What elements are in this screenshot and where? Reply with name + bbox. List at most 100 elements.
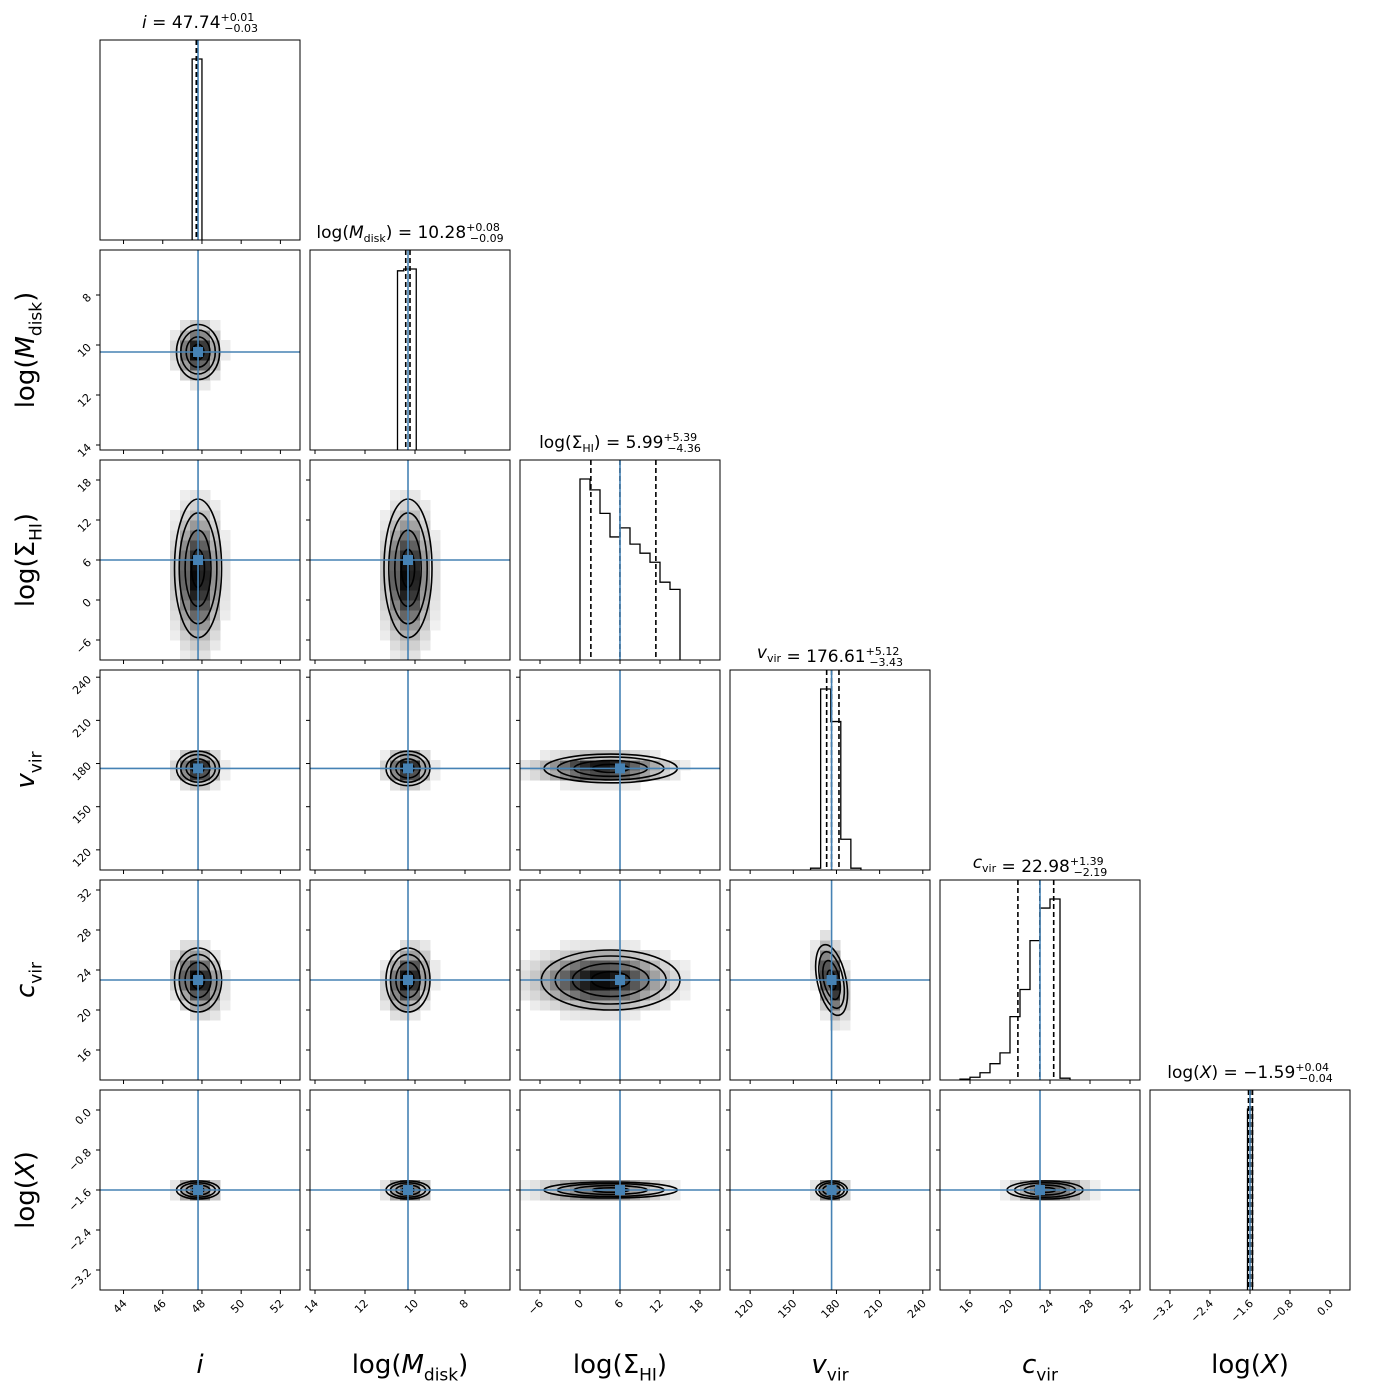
density-cell	[190, 630, 201, 641]
density-cell	[180, 590, 191, 601]
density-cell	[570, 970, 581, 981]
density-cell	[220, 610, 231, 621]
density-cell	[200, 620, 211, 631]
density-cell	[610, 950, 621, 961]
hist-panel-v_vir: vvir = 176.61+5.12 −3.43	[729, 643, 931, 874]
density-cell	[670, 1180, 681, 1191]
density-cell	[640, 960, 651, 971]
density-cell	[550, 980, 561, 991]
density-cell	[630, 990, 641, 1001]
density-cell	[660, 990, 671, 1001]
title-symbol: i	[142, 13, 147, 33]
density-cell	[410, 950, 421, 961]
density-cell	[610, 990, 621, 1001]
density-cell	[190, 490, 201, 501]
title-err-plus: +1.39	[1070, 855, 1104, 868]
density-cell	[400, 520, 411, 531]
x-tick-label: 46	[150, 1297, 169, 1316]
density-cell	[590, 750, 601, 761]
density-cell	[190, 590, 201, 601]
density-cell	[210, 970, 221, 981]
density-cell	[210, 1000, 221, 1011]
y-tick-label: 24	[75, 966, 94, 985]
density-cell	[200, 650, 211, 660]
density-cell	[670, 770, 681, 781]
density-cell	[390, 580, 401, 591]
density-cell	[410, 1000, 421, 1011]
density-cell	[530, 1000, 541, 1011]
density-cell	[390, 500, 401, 511]
density-cell	[410, 490, 421, 501]
density-cell	[390, 630, 401, 641]
density-cell	[210, 570, 221, 581]
density-cell	[190, 500, 201, 511]
density-cell	[630, 1000, 641, 1011]
density-cell	[530, 960, 541, 971]
density-cell	[200, 330, 211, 341]
label-subscript: HI	[639, 1365, 657, 1385]
density-cell	[600, 1190, 611, 1201]
density-cell	[570, 940, 581, 951]
label-log-suffix: )	[1279, 1350, 1289, 1380]
title-subscript: disk	[364, 232, 387, 245]
density-cell	[620, 940, 631, 951]
density-cell	[430, 550, 441, 561]
density-cell	[380, 530, 391, 541]
x-tick-label: −1.6	[1228, 1297, 1256, 1325]
panel-content	[100, 250, 300, 450]
density-cell	[570, 960, 581, 971]
density-cell	[410, 610, 421, 621]
title-err-plus: +5.12	[866, 645, 900, 658]
density-cell	[590, 1000, 601, 1011]
x-tick-label: 120	[732, 1297, 756, 1321]
hist-panel-log_SigmaHI: log(ΣHI) = 5.99+5.39 −4.36	[519, 431, 721, 664]
panel-title: log(ΣHI) = 5.99+5.39 −4.36	[539, 431, 701, 455]
density-cell	[410, 760, 421, 771]
panel-content	[310, 880, 510, 1080]
joint-panel-i-vs-v_vir: 120 150 180 210 240	[70, 669, 301, 874]
y-axis-label-c_vir: cvir	[11, 962, 46, 998]
title-err-plus: +0.01	[221, 11, 255, 24]
density-cell	[560, 1010, 571, 1021]
density-cell	[580, 980, 591, 991]
density-cell	[410, 1190, 421, 1201]
density-cell	[200, 500, 211, 511]
density-cell	[660, 950, 671, 961]
panel-content	[100, 670, 300, 870]
joint-panel-i-vs-log_Mdisk: 14 12 10 8	[75, 249, 301, 460]
density-cell	[660, 760, 671, 771]
panel-frame	[729, 669, 931, 871]
density-cell	[400, 610, 411, 621]
density-cell	[600, 1000, 611, 1011]
title-symbol: c	[973, 853, 983, 873]
density-cell	[210, 630, 221, 641]
density-cell	[640, 950, 651, 961]
y-tick-label: 10	[75, 341, 94, 360]
density-cell	[400, 490, 411, 501]
panel-content	[100, 460, 300, 660]
density-cell	[600, 780, 611, 791]
density-cell	[430, 580, 441, 591]
density-cell	[430, 980, 441, 991]
density-cell	[380, 610, 391, 621]
density-cell	[200, 610, 211, 621]
x-axis-label-log_SigmaHI: log(ΣHI)	[573, 1350, 667, 1385]
density-cell	[180, 990, 191, 1001]
label-subscript: vir	[827, 1365, 849, 1385]
hist-panel-log_X: log(X) = −1.59+0.04 −0.04 −3.2 −2.4 −1.6 −0.8…	[1148, 1061, 1351, 1325]
y-tick-label: 0	[80, 596, 94, 610]
truth-marker	[193, 1185, 204, 1195]
truth-marker	[403, 975, 413, 985]
density-cell	[550, 750, 561, 761]
density-cell	[540, 770, 551, 781]
panel-frame	[309, 879, 511, 1081]
panel-frame	[309, 669, 511, 871]
density-cell	[200, 350, 211, 361]
density-cell	[570, 780, 581, 791]
density-cell	[600, 990, 611, 1001]
density-cell	[190, 990, 201, 1001]
density-cell	[180, 760, 191, 771]
title-equals: =	[781, 647, 806, 667]
density-cell	[220, 590, 231, 601]
density-cell	[1080, 1190, 1091, 1201]
